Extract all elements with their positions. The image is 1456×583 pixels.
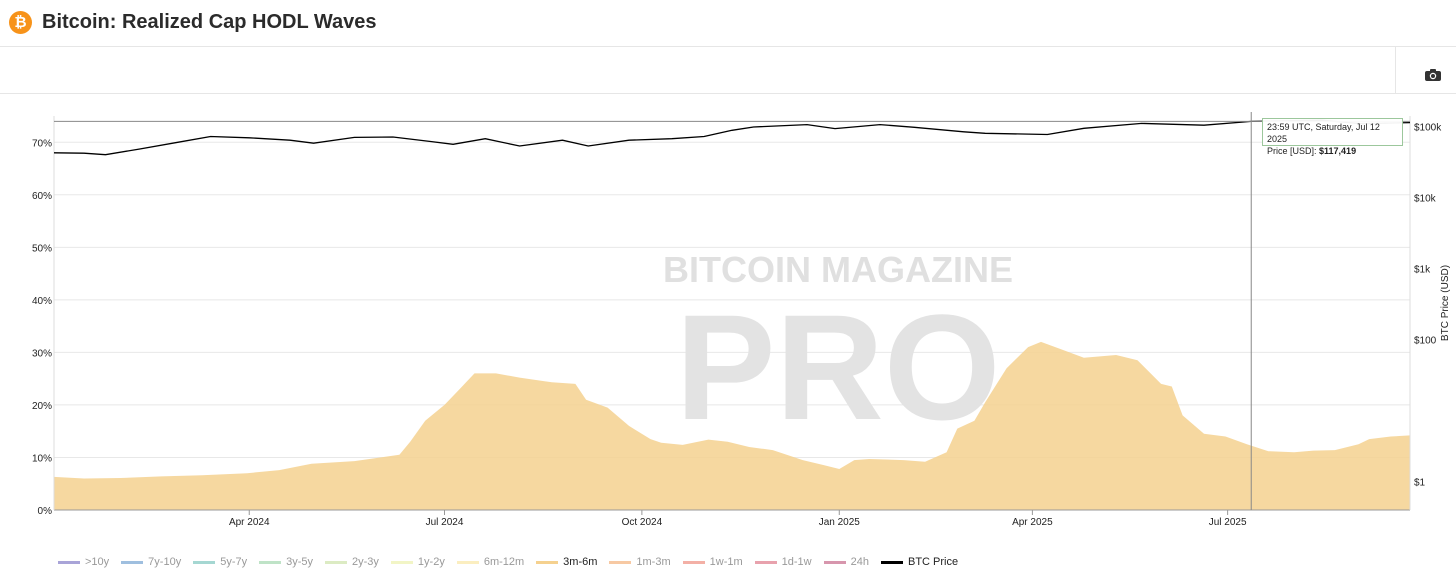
legend-item[interactable]: 6m-12m [456, 556, 525, 568]
legend-item[interactable]: BTC Price [880, 556, 959, 568]
legend-swatch [823, 560, 846, 564]
legend-swatch [390, 560, 413, 564]
legend-swatch [259, 560, 282, 564]
tooltip-price: Price [USD]: $117,419 [1267, 145, 1402, 157]
tooltip-price-label: Price [USD]: [1267, 146, 1317, 156]
tooltip-date: 23:59 UTC, Saturday, Jul 12 2025 [1267, 122, 1380, 144]
area-3m-6m [54, 341, 1410, 510]
y-left-tick-label: 50% [32, 243, 52, 254]
legend-item[interactable]: 1m-3m [609, 556, 671, 568]
legend-swatch [609, 560, 632, 564]
toolbar-divider [1395, 47, 1396, 93]
camera-icon[interactable] [1424, 68, 1442, 82]
chart-toolbar [0, 47, 1456, 94]
legend-label: 6m-12m [483, 556, 525, 568]
tooltip-price-value: $117,419 [1319, 146, 1357, 156]
legend-label: >10y [85, 556, 110, 568]
y-left-tick-label: 0% [38, 506, 53, 517]
y-left-tick-label: 20% [32, 401, 52, 412]
legend-label: 24h [850, 556, 869, 568]
legend-swatch [754, 560, 777, 564]
y-left-tick-label: 60% [32, 191, 52, 202]
legend-swatch [325, 560, 348, 564]
legend-label: 1d-1w [781, 556, 812, 568]
y-right-tick-label: $100 [1414, 336, 1437, 347]
x-tick-label: Apr 2025 [1012, 517, 1053, 528]
chart-legend: >10y 7y-10y 5y-7y 3y-5y 2y-3y 1y-2y 6m-12m 3m-6… [58, 555, 970, 569]
y-right-tick-label: $1 [1414, 478, 1426, 489]
legend-label: 1w-1m [709, 556, 743, 568]
bitcoin-logo-icon: ₿ [9, 11, 32, 34]
legend-item[interactable]: 7y-10y [121, 556, 181, 568]
x-tick-label: Jul 2025 [1209, 517, 1247, 528]
legend-swatch [682, 560, 705, 564]
legend-label: 5y-7y [220, 556, 248, 568]
watermark-text: PRO [675, 283, 1000, 451]
y-left-tick-label: 10% [32, 453, 52, 464]
legend-item[interactable]: >10y [58, 556, 109, 568]
legend-label: 1y-2y [417, 556, 445, 568]
page-title: Bitcoin: Realized Cap HODL Waves [42, 11, 377, 33]
x-tick-label: Jan 2025 [819, 517, 861, 528]
x-tick-label: Oct 2024 [622, 517, 663, 528]
legend-swatch [880, 560, 903, 564]
watermark-text: BITCOIN MAGAZINE [663, 249, 1013, 290]
header: ₿ Bitcoin: Realized Cap HODL Waves [0, 0, 1456, 47]
legend-item[interactable]: 24h [823, 556, 869, 568]
legend-item[interactable]: 1y-2y [390, 556, 445, 568]
legend-item[interactable]: 3y-5y [259, 556, 313, 568]
legend-label: 3m-6m [563, 556, 598, 568]
legend-swatch [536, 560, 559, 564]
y-left-tick-label: 70% [32, 138, 52, 149]
chart-tooltip: 23:59 UTC, Saturday, Jul 12 2025 Price [… [1262, 118, 1403, 156]
legend-item[interactable]: 3m-6m [536, 556, 597, 568]
legend-swatch [121, 560, 144, 564]
legend-label: BTC Price [907, 556, 959, 568]
y-right-tick-label: $1k [1414, 265, 1431, 276]
legend-item[interactable]: 5y-7y [193, 556, 247, 568]
legend-label: 1m-3m [636, 556, 671, 568]
legend-item[interactable]: 1w-1m [682, 556, 743, 568]
legend-swatch [58, 560, 80, 564]
legend-label: 2y-3y [352, 556, 379, 568]
hodl-waves-chart[interactable]: 0%10%20%30%40%50%60%70%BITCOIN MAGAZINEP… [0, 94, 1456, 554]
y-right-tick-label: $100k [1414, 122, 1442, 133]
btc-price-line [53, 119, 1411, 156]
legend-label: 7y-10y [148, 556, 182, 568]
y-right-axis-label: BTC Price (USD) [1440, 265, 1451, 341]
legend-item[interactable]: 2y-3y [325, 556, 379, 568]
x-tick-label: Apr 2024 [229, 517, 270, 528]
legend-item[interactable]: 1d-1w [754, 556, 812, 568]
y-left-tick-label: 40% [32, 296, 52, 307]
legend-swatch [456, 560, 479, 564]
x-tick-label: Jul 2024 [426, 517, 464, 528]
legend-swatch [193, 560, 216, 564]
y-right-tick-label: $10k [1414, 193, 1437, 204]
legend-label: 3y-5y [286, 556, 314, 568]
y-left-tick-label: 30% [32, 348, 52, 359]
